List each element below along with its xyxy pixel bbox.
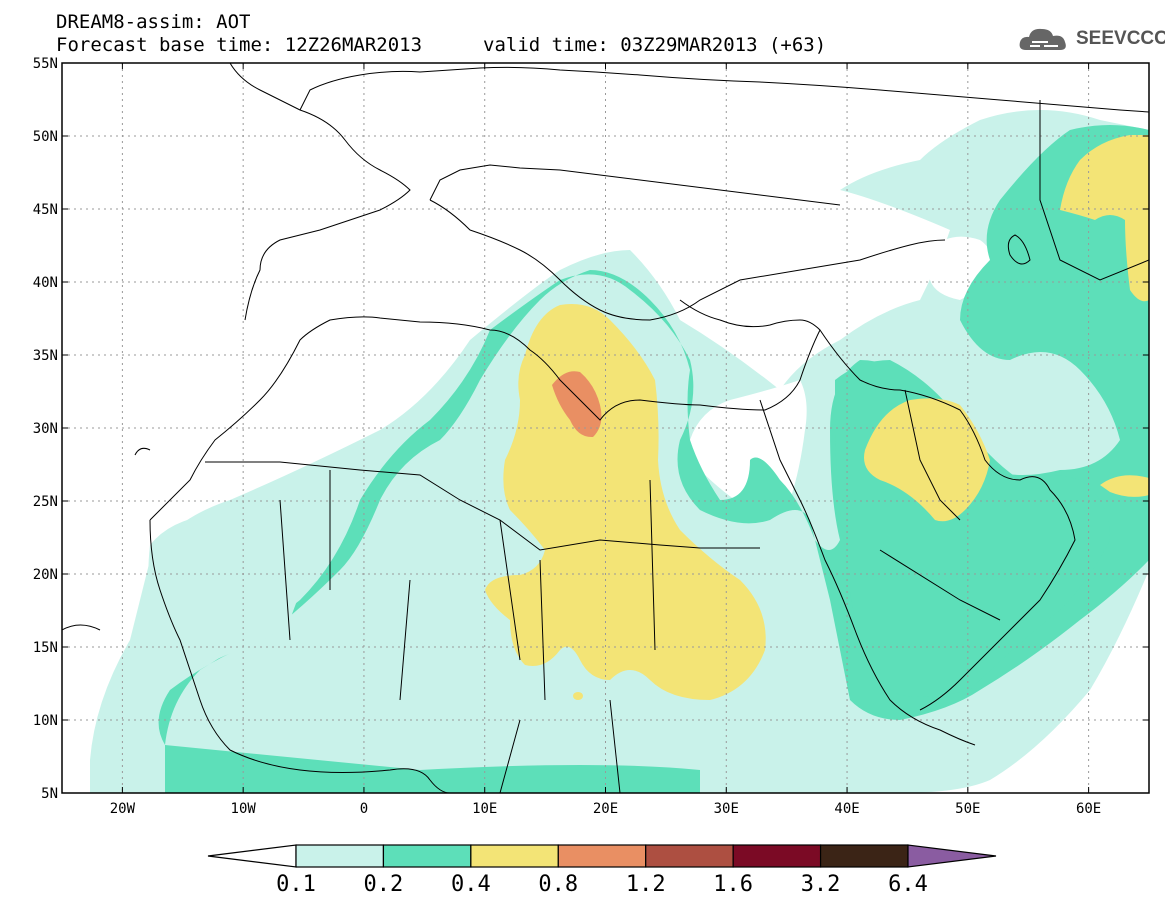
lon-label: 0: [360, 801, 368, 817]
valid-time: valid time: 03Z29MAR2013 (+63): [483, 34, 827, 56]
colorbar-label: 1.6: [713, 872, 753, 897]
lat-label: 35N: [33, 348, 58, 364]
lon-label: 10W: [231, 801, 257, 817]
lon-label: 60E: [1076, 801, 1101, 817]
colorbar-arrow-high: [907, 844, 997, 868]
forecast-base-time: Forecast base time: 12Z26MAR2013: [56, 34, 423, 56]
colorbar-swatch: [819, 844, 909, 868]
colorbar-swatch: [295, 844, 385, 868]
aot-band-0.4-caspian: [1060, 135, 1149, 302]
colorbar-label: 3.2: [801, 872, 841, 897]
lon-label: 30E: [714, 801, 739, 817]
colorbar-label: 1.2: [626, 872, 666, 897]
aot-band-0.4-iraq: [864, 398, 990, 522]
colorbar-swatch: [645, 844, 734, 868]
latitude-axis: 55N 50N 45N 40N 35N 30N 25N 20N 15N 10N 5N: [33, 56, 1149, 802]
cloud-icon: [1019, 28, 1066, 50]
colorbar: 0.1 0.2 0.4 0.8 1.2 1.6 3.2 6.4: [207, 844, 997, 897]
longitude-axis: 20W 10W 0 10E 20E 30E 40E 50E 60E: [110, 63, 1101, 817]
colorbar-arrow-low: [207, 844, 297, 868]
colorbar-swatch: [470, 844, 559, 868]
map-title: DREAM8-assim: AOT: [56, 11, 251, 33]
aot-band-0.4-spot: [573, 692, 583, 700]
logo-text: SEEVCCC: [1076, 28, 1165, 49]
colorbar-swatch: [732, 844, 822, 868]
colorbar-swatch: [557, 844, 647, 868]
colorbar-label: 0.2: [364, 872, 404, 897]
aot-band-0.8-libya: [552, 371, 602, 438]
colorbar-label: 0.8: [538, 872, 578, 897]
lat-label: 20N: [33, 567, 58, 583]
gridlines: [62, 63, 1149, 793]
lat-label: 25N: [33, 494, 58, 510]
lat-label: 10N: [33, 713, 58, 729]
lon-label: 20E: [593, 801, 618, 817]
lat-label: 30N: [33, 421, 58, 437]
colorbar-label: 6.4: [888, 872, 928, 897]
colorbar-label: 0.4: [451, 872, 491, 897]
lon-label: 40E: [834, 801, 859, 817]
aot-hole-mali: [405, 510, 470, 609]
lon-label: 50E: [955, 801, 980, 817]
colorbar-label: 0.1: [276, 872, 316, 897]
aot-band-0.4-sahara: [485, 304, 766, 700]
seevccc-logo: SEEVCCC: [1018, 24, 1165, 54]
lat-label: 50N: [33, 129, 58, 145]
colorbar-swatch: [382, 844, 472, 868]
lat-label: 5N: [41, 786, 58, 802]
lat-label: 55N: [33, 56, 58, 72]
lat-label: 40N: [33, 275, 58, 291]
aot-band-0.4-gulf: [1100, 475, 1149, 497]
aot-contours: [62, 63, 1149, 793]
lon-label: 20W: [110, 801, 136, 817]
coastlines: [62, 63, 1149, 793]
lon-label: 10E: [472, 801, 497, 817]
lat-label: 45N: [33, 202, 58, 218]
aot-hole-mauritania: [148, 495, 324, 680]
lat-label: 15N: [33, 640, 58, 656]
